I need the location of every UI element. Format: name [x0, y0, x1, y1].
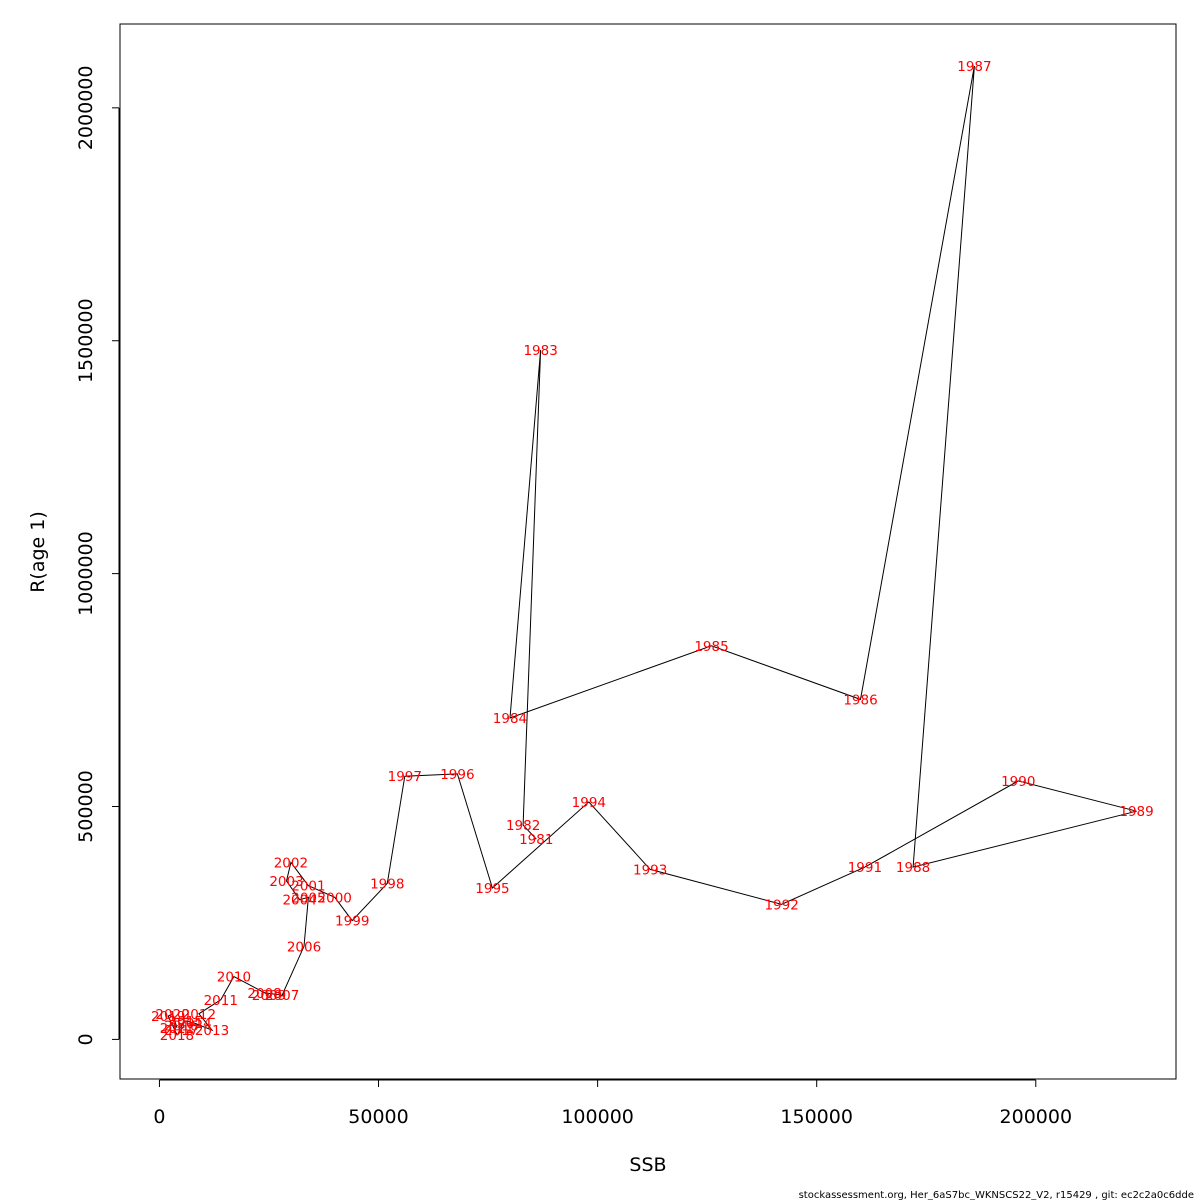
- point-label: 1994: [572, 795, 606, 811]
- point-label: 1981: [519, 832, 553, 848]
- point-label: 2012: [182, 1007, 216, 1023]
- point-label: 1987: [957, 59, 991, 75]
- point-label: 1998: [370, 876, 404, 892]
- y-tick-label: 500000: [75, 770, 97, 843]
- point-label: 2009: [252, 988, 286, 1004]
- series-line: [167, 65, 1137, 1036]
- point-label: 2014: [177, 1016, 211, 1032]
- point-label: 1997: [388, 769, 422, 785]
- y-axis-title: R(age 1): [27, 511, 49, 593]
- point-label: 2008: [247, 986, 281, 1002]
- point-label: 1982: [506, 818, 540, 834]
- point-label: 1992: [764, 897, 798, 913]
- point-label: 2011: [204, 993, 238, 1009]
- point-label: 1996: [440, 767, 474, 783]
- point-label: 2016: [164, 1018, 198, 1034]
- x-tick-label: 150000: [780, 1106, 853, 1128]
- point-label: 2006: [287, 939, 321, 955]
- point-label: 2013: [195, 1023, 229, 1039]
- point-label: 2004: [282, 893, 316, 909]
- point-label: 1984: [493, 711, 527, 727]
- y-tick-label: 1000000: [75, 531, 97, 616]
- x-tick-label: 50000: [348, 1106, 408, 1128]
- point-label: 1983: [523, 343, 557, 359]
- point-label: 2018: [160, 1028, 194, 1044]
- point-label: 1993: [633, 862, 667, 878]
- point-label: 2007: [265, 988, 299, 1004]
- point-label: 2010: [217, 970, 251, 986]
- point-label: 2019: [151, 1009, 185, 1025]
- x-tick-label: 0: [153, 1106, 165, 1128]
- point-label: 2021: [160, 1021, 194, 1037]
- point-label: 2017: [164, 1023, 198, 1039]
- point-label: 1986: [843, 692, 877, 708]
- point-label: 1985: [694, 639, 728, 655]
- x-tick-label: 100000: [561, 1106, 634, 1128]
- point-label: 1991: [848, 860, 882, 876]
- y-tick-label: 1500000: [75, 298, 97, 383]
- point-label: 2005: [291, 890, 325, 906]
- footer-credit: stockassessment.org, Her_6aS7bc_WKNSCS22…: [799, 1190, 1194, 1200]
- y-tick-label: 0: [75, 1033, 97, 1045]
- point-label: 1990: [1001, 774, 1035, 790]
- x-tick-label: 200000: [1000, 1106, 1073, 1128]
- point-label: 2001: [291, 879, 325, 895]
- x-axis: 0 50000 100000 150000 200000: [153, 1079, 1073, 1128]
- point-label: 2002: [274, 855, 308, 871]
- point-label: 2020: [155, 1007, 189, 1023]
- x-axis-title: SSB: [629, 1154, 666, 1176]
- plot-frame: [119, 23, 1177, 1080]
- point-label: 2000: [318, 890, 352, 906]
- point-label: 2015: [169, 1014, 203, 1030]
- point-label: 1999: [335, 914, 369, 930]
- point-label: 1989: [1119, 804, 1153, 820]
- y-tick-label: 2000000: [75, 66, 97, 151]
- y-axis: 0 500000 1000000 1500000 2000000: [75, 66, 120, 1045]
- point-label: 1988: [896, 860, 930, 876]
- point-label: 2003: [269, 874, 303, 890]
- point-label: 1995: [475, 881, 509, 897]
